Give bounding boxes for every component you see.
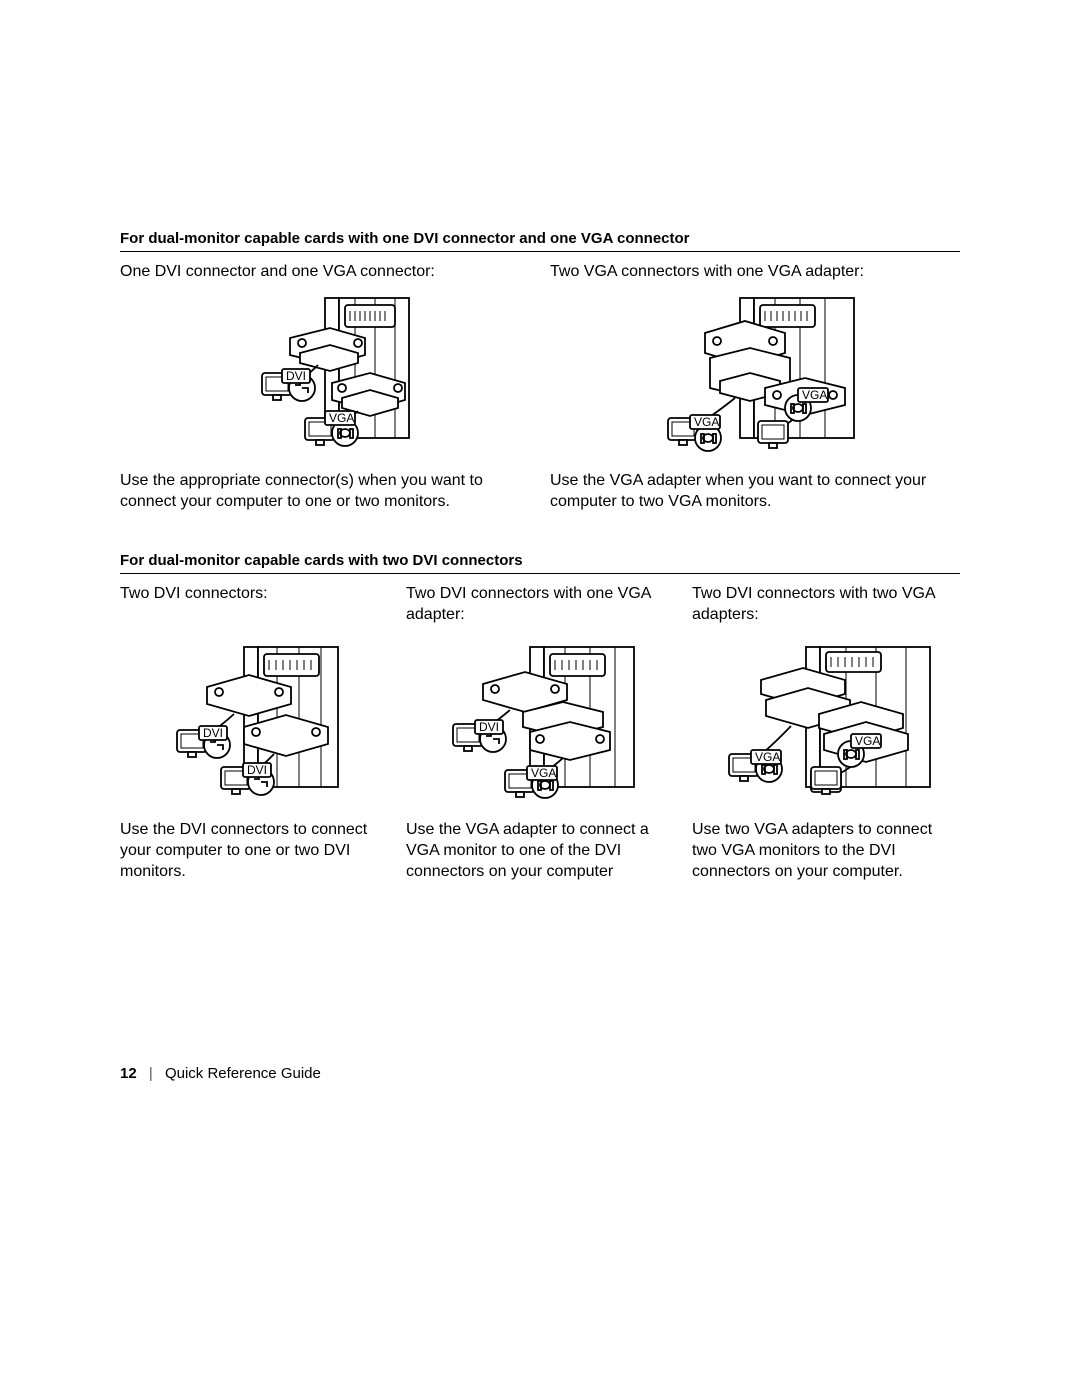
svg-text:DVI: DVI — [479, 720, 499, 734]
section2-header: For dual-monitor capable cards with two … — [120, 552, 960, 574]
page-content: For dual-monitor capable cards with one … — [120, 230, 960, 923]
footer-title: Quick Reference Guide — [165, 1065, 321, 1082]
s1c0-desc: Use the appropriate connector(s) when yo… — [120, 471, 530, 513]
svg-text:VGA: VGA — [531, 766, 556, 780]
section2-row: Two DVI connectors: — [120, 584, 960, 882]
connector-diagram-2dvi-2vga: VGA VGA — [692, 642, 960, 812]
page-number: 12 — [120, 1065, 137, 1082]
connector-diagram-dvi-vga: DVI VGA — [120, 293, 530, 463]
s2c0-desc: Use the DVI connectors to connect your c… — [120, 820, 388, 882]
svg-text:DVI: DVI — [247, 763, 267, 777]
s2c2-subtitle: Two DVI connectors with two VGA adapters… — [692, 584, 960, 632]
section1-col1: Two VGA connectors with one VGA adapter: — [550, 262, 960, 512]
s2c2-desc: Use two VGA adapters to connect two VGA … — [692, 820, 960, 882]
svg-text:DVI: DVI — [286, 369, 306, 383]
connector-diagram-2dvi-1vga: DVI VGA — [406, 642, 674, 812]
svg-text:VGA: VGA — [755, 750, 780, 764]
s2c0-subtitle: Two DVI connectors: — [120, 584, 388, 632]
svg-text:VGA: VGA — [694, 415, 719, 429]
footer-separator: | — [149, 1065, 153, 1082]
svg-text:VGA: VGA — [855, 734, 880, 748]
connector-diagram-2vga-adapter: VGA VGA — [550, 293, 960, 463]
section1-header: For dual-monitor capable cards with one … — [120, 230, 960, 252]
s1c0-subtitle: One DVI connector and one VGA connector: — [120, 262, 530, 283]
page-footer: 12 | Quick Reference Guide — [120, 1065, 321, 1082]
section1-col0: One DVI connector and one VGA connector: — [120, 262, 530, 512]
section2-col1: Two DVI connectors with one VGA adapter: — [406, 584, 674, 882]
svg-text:DVI: DVI — [203, 726, 223, 740]
s2c1-desc: Use the VGA adapter to connect a VGA mon… — [406, 820, 674, 882]
s1c1-desc: Use the VGA adapter when you want to con… — [550, 471, 960, 513]
svg-text:VGA: VGA — [802, 388, 827, 402]
section2-col0: Two DVI connectors: — [120, 584, 388, 882]
s1c1-subtitle: Two VGA connectors with one VGA adapter: — [550, 262, 960, 283]
s2c1-subtitle: Two DVI connectors with one VGA adapter: — [406, 584, 674, 632]
svg-text:VGA: VGA — [329, 411, 354, 425]
section2-col2: Two DVI connectors with two VGA adapters… — [692, 584, 960, 882]
connector-diagram-2dvi: DVI DVI — [120, 642, 388, 812]
section1-row: One DVI connector and one VGA connector: — [120, 262, 960, 512]
